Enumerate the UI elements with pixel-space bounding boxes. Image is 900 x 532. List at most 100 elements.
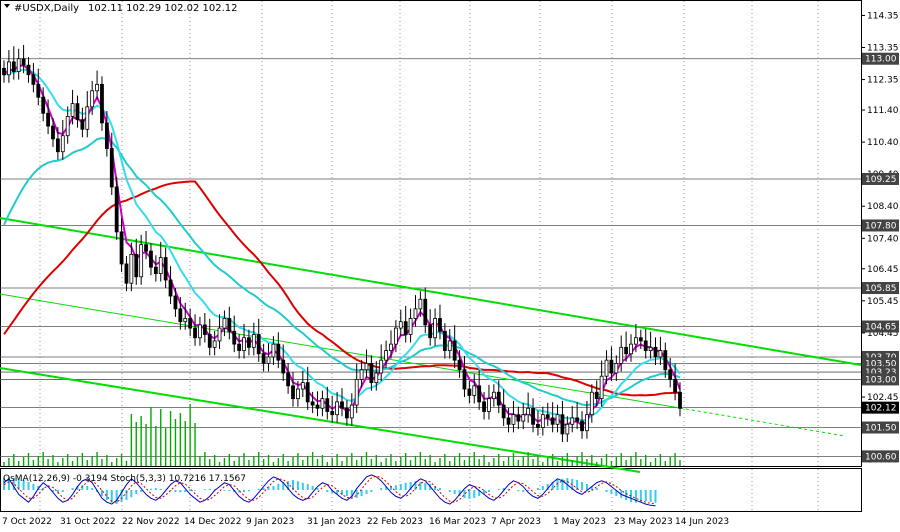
candle-body [634,337,638,345]
candle-body [575,417,580,422]
candle-body [379,359,384,374]
candle-body [251,334,256,348]
date-label: 31 Oct 2022 [60,517,116,527]
level-label: 103.00 [865,375,897,385]
candle [188,308,193,337]
candle-body [207,334,212,348]
candle-body [594,391,599,400]
candle [501,389,506,426]
candle-body [46,112,50,127]
candle-body [506,417,511,425]
current-price-marker [862,401,899,414]
candle [491,384,496,407]
channel-line [679,407,846,437]
candle [369,355,374,391]
candle [462,356,467,398]
candle-body [599,375,604,400]
candle [202,313,207,343]
candle-body [604,359,609,377]
candle-body [589,391,594,416]
candle-body [36,83,41,98]
candle-body [261,353,266,364]
candle-body [198,324,202,339]
candle-body [609,359,614,374]
candle [144,230,148,260]
candle-body [638,337,643,342]
candle [60,119,65,160]
candle-body [565,423,570,435]
level-marker [862,320,899,333]
candle [158,241,163,282]
candle [403,305,408,343]
level-label: 103.23 [865,368,897,378]
channel-line [0,293,681,409]
candle-body [393,327,398,345]
candle-body [418,298,423,310]
candle [398,309,403,337]
candle [354,363,359,414]
dropdown-triangle-icon[interactable] [4,4,10,8]
candle [340,388,344,417]
y-tick-label: 114.35 [867,11,899,21]
candle [447,329,452,359]
candle [114,177,119,240]
candle [198,316,202,346]
candle-body [580,420,584,432]
candle-body [90,90,95,108]
candle [428,309,433,346]
candle-body [423,298,428,326]
candle-body [408,318,413,335]
candle [536,410,540,436]
candle-body [291,385,295,400]
candle [526,392,531,423]
candle-body [85,106,90,130]
date-label: 23 May 2023 [614,517,673,527]
candle [31,62,36,93]
candle [565,416,570,442]
candle [149,243,153,276]
y-tick-label: 110.40 [867,138,899,148]
indicator-label: OsMA(12,26,9) -0.3194 Stoch(5,3,3) 10.72… [3,474,246,484]
level-label: 104.65 [865,323,897,333]
candle [521,402,526,430]
candle [384,340,388,369]
candle [153,255,158,282]
candle-body [354,379,359,406]
candle-body [560,414,565,435]
candle-body [21,58,26,66]
candle [251,322,256,356]
candle [359,359,364,388]
candle [482,391,486,420]
current-price-label: 102.12 [865,404,897,414]
candle-body [134,253,139,278]
candle-body [65,116,70,137]
candle-body [232,330,237,345]
candle [550,402,555,433]
candle [261,343,266,372]
price-axis: 114.35113.35112.35111.40110.40109.40108.… [861,11,899,466]
y-tick-label: 112.35 [867,76,899,86]
candle-body [320,398,325,409]
level-marker [862,282,899,295]
candle-body [70,103,75,117]
candle-body [648,346,653,351]
candle [413,295,418,327]
date-label: 14 Jun 2023 [675,517,729,527]
candle-body [256,334,261,355]
candle [183,302,188,330]
candle [668,357,673,388]
candle [438,304,442,340]
candle-body [202,324,207,335]
candle-body [183,318,188,323]
candle-body [482,401,486,412]
candle [374,361,379,391]
candle-body [550,417,555,425]
price-candles [2,44,682,442]
level-label: 113.00 [865,55,897,65]
candle [614,355,619,382]
stoch-main-line [3,474,656,507]
candle-body [109,148,114,188]
candle-body [536,423,540,428]
candle-body [629,343,633,355]
